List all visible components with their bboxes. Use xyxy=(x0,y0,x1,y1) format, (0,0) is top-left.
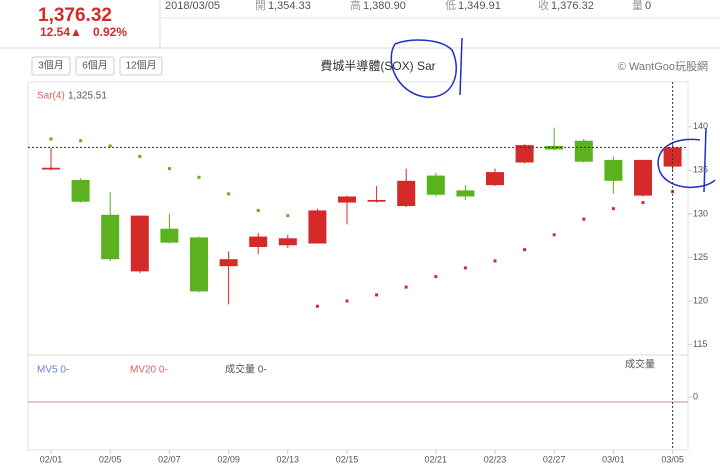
sar-dot xyxy=(197,175,201,179)
field-value: 1,380.90 xyxy=(363,0,406,12)
candle-body xyxy=(308,210,327,244)
sar-dot xyxy=(286,214,290,218)
candle-body xyxy=(456,190,475,197)
hand-annotation xyxy=(657,127,716,193)
candle-body xyxy=(338,196,356,203)
y-tick-label: 135 xyxy=(693,165,708,175)
volume-legend: 成交量 0- xyxy=(225,363,267,376)
candle-body xyxy=(71,179,90,202)
candle-body xyxy=(278,238,297,246)
candle-body xyxy=(130,215,149,272)
sar-dot xyxy=(256,208,260,212)
indicator-label: Sar(4) xyxy=(37,91,65,102)
field-label: 高 xyxy=(350,0,361,12)
candle-body xyxy=(397,180,416,207)
y-tick-label: 130 xyxy=(693,208,708,218)
x-tick-label: 02/09 xyxy=(217,454,240,464)
volume-tick-label: 0 xyxy=(693,391,698,401)
candle-body xyxy=(663,147,682,167)
sar-dot xyxy=(611,207,615,211)
x-tick-label: 02/13 xyxy=(277,454,300,464)
candle-body xyxy=(486,172,504,186)
range-button[interactable] xyxy=(119,56,163,76)
sar-dot xyxy=(582,217,586,221)
candle-body xyxy=(574,140,593,162)
sar-dot xyxy=(493,259,497,263)
y-tick-label: 120 xyxy=(693,295,708,305)
volume-legend: MV20 0- xyxy=(130,365,168,376)
x-tick-label: 02/07 xyxy=(158,454,181,464)
candle-body xyxy=(190,237,208,292)
sar-dot xyxy=(345,299,349,303)
sar-dot xyxy=(49,137,53,141)
field-label: 開 xyxy=(255,0,266,12)
field-value: 1,376.32 xyxy=(551,0,594,12)
plot-frame xyxy=(27,81,689,451)
hand-annotation xyxy=(390,37,463,98)
sar-dot xyxy=(552,233,556,237)
candle-body xyxy=(634,159,652,196)
x-tick-label: 02/05 xyxy=(99,454,122,464)
sar-dot xyxy=(108,144,112,148)
x-tick-label: 02/01 xyxy=(40,454,63,464)
volume-label: 成交量 xyxy=(625,358,655,371)
sar-dot xyxy=(79,139,83,143)
price: 1,376.32 xyxy=(38,5,112,26)
candle-body xyxy=(219,259,238,267)
field-label: 量 xyxy=(632,0,643,12)
sar-dot xyxy=(315,304,319,308)
candle-body xyxy=(101,214,120,260)
date: 2018/03/05 xyxy=(165,0,220,12)
sar-dot xyxy=(404,285,408,289)
x-tick-label: 03/01 xyxy=(602,454,625,464)
field-value: 1,354.33 xyxy=(268,0,311,12)
field-label: 收 xyxy=(538,0,549,12)
sar-dot xyxy=(641,201,645,205)
range-button-label[interactable]: 12個月 xyxy=(125,59,156,72)
range-button-label[interactable]: 3個月 xyxy=(38,59,64,72)
candle-body xyxy=(42,167,60,170)
change-pct: 0.92% xyxy=(93,25,127,39)
sar-dot xyxy=(138,154,142,158)
field-value: 1,349.91 xyxy=(458,0,501,12)
y-tick-label: 140 xyxy=(693,121,708,131)
candle-body xyxy=(426,175,445,195)
y-tick-label: 125 xyxy=(693,252,708,262)
x-tick-label: 02/27 xyxy=(543,454,566,464)
candle-body xyxy=(160,228,179,243)
candle-body xyxy=(515,145,534,163)
field-label: 低 xyxy=(445,0,456,12)
x-tick-label: 02/23 xyxy=(484,454,507,464)
volume-legend: MV5 0- xyxy=(37,365,69,376)
x-tick-label: 02/21 xyxy=(425,454,448,464)
sar-dot xyxy=(167,167,171,171)
sar-dot xyxy=(227,192,231,196)
range-button-label[interactable]: 6個月 xyxy=(82,59,108,72)
sar-dot xyxy=(463,266,467,270)
candle-body xyxy=(545,145,564,150)
x-tick-label: 02/15 xyxy=(336,454,359,464)
candle-body xyxy=(249,236,268,247)
source: © WantGoo玩股網 xyxy=(618,59,708,73)
candle-body xyxy=(367,199,386,202)
change: 12.54▲ xyxy=(40,25,82,39)
y-tick-label: 115 xyxy=(693,339,707,349)
sar-dot xyxy=(375,293,379,297)
indicator-value: 1,325.51 xyxy=(68,91,107,102)
x-tick-label: 03/05 xyxy=(661,454,684,464)
sar-dot xyxy=(434,275,438,279)
field-value: 0 xyxy=(645,0,651,12)
range-button[interactable] xyxy=(31,56,71,76)
chart-title: 費城半導體(SOX) Sar xyxy=(320,58,435,73)
sar-dot xyxy=(523,248,527,252)
range-button[interactable] xyxy=(75,56,115,76)
candle-body xyxy=(604,159,623,181)
